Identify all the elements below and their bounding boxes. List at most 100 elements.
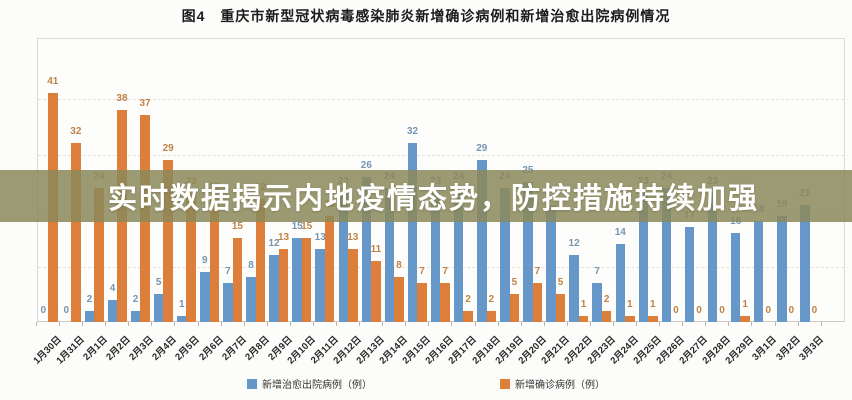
bar-value-label: 4 xyxy=(109,282,116,294)
bar-value-label: 1 xyxy=(178,299,185,311)
axis-tick xyxy=(820,322,822,326)
bar xyxy=(269,254,279,322)
bar-value-label: 13 xyxy=(277,232,290,244)
bar xyxy=(163,159,173,322)
bar xyxy=(523,182,533,322)
axis-tick xyxy=(197,322,199,326)
bar-value-label: 13 xyxy=(347,232,359,244)
bar xyxy=(223,282,233,322)
axis-tick xyxy=(151,322,153,326)
axis-tick xyxy=(474,322,476,326)
axis-tick xyxy=(266,322,268,326)
bar-value-label: 5 xyxy=(557,277,564,289)
bar-value-label: 15 xyxy=(301,221,313,233)
bar-value-label: 12 xyxy=(268,237,280,249)
bar xyxy=(130,310,141,322)
bar-value-label: 37 xyxy=(139,98,151,110)
bar-value-label: 7 xyxy=(534,265,541,277)
bar-value-label: 1 xyxy=(650,299,656,311)
axis-tick xyxy=(451,322,453,326)
bar xyxy=(777,215,787,322)
axis-tick xyxy=(543,322,545,326)
bar xyxy=(315,249,325,322)
bar xyxy=(107,299,118,322)
axis-tick xyxy=(682,322,684,326)
bar-value-label: 2 xyxy=(86,293,93,305)
axis-tick xyxy=(382,322,384,326)
axis-tick xyxy=(497,322,499,326)
bar-value-label: 0 xyxy=(719,305,725,316)
bar xyxy=(200,271,210,322)
bar xyxy=(71,143,81,322)
bar-value-label: 32 xyxy=(70,126,82,138)
axis-tick xyxy=(59,322,61,326)
bar xyxy=(500,187,510,322)
confirmed-legend-swatch xyxy=(500,378,510,389)
bar xyxy=(555,294,566,322)
bar-value-label: 2 xyxy=(488,293,495,305)
bar-value-label: 11 xyxy=(370,243,382,255)
axis-tick xyxy=(566,322,568,326)
axis-tick xyxy=(336,322,338,326)
bar xyxy=(477,159,487,322)
chart-legend: 新增治愈出院病例（例） 新增确诊病例（例） xyxy=(0,376,852,391)
bar-value-label: 12 xyxy=(568,237,580,249)
bar-value-label: 8 xyxy=(396,260,402,272)
confirmed-legend-label: 新增确诊病例（例） xyxy=(515,380,605,391)
bar xyxy=(440,282,450,322)
axis-tick xyxy=(659,322,661,326)
bar-value-label: 0 xyxy=(788,305,795,316)
bar xyxy=(338,193,349,322)
bar xyxy=(186,193,196,322)
bar-value-label: 29 xyxy=(162,142,174,154)
axis-tick xyxy=(589,322,591,326)
bar-value-label: 41 xyxy=(47,75,59,87)
bar xyxy=(292,238,302,322)
bar-value-label: 15 xyxy=(291,221,303,233)
axis-tick xyxy=(312,322,314,326)
axis-tick xyxy=(220,322,222,326)
bar xyxy=(246,277,256,322)
bar-value-label: 0 xyxy=(811,305,818,316)
bar xyxy=(394,277,404,322)
bar-value-label: 1 xyxy=(580,299,587,311)
bar-value-label: 15 xyxy=(231,221,243,233)
bar-value-label: 1 xyxy=(742,299,748,311)
bar xyxy=(684,226,695,322)
bar-value-label: 13 xyxy=(314,232,326,244)
chart-title: 图4 重庆市新型冠状病毒感染肺炎新增确诊病例和新增治愈出院病例情况 xyxy=(181,8,671,24)
axis-tick xyxy=(797,322,799,326)
bar xyxy=(209,199,220,322)
news-ticker-text: 实时数据揭示内地疫情态势，防控措施持续加强 xyxy=(108,183,760,215)
bar xyxy=(371,260,381,322)
bar xyxy=(324,215,335,322)
axis-tick xyxy=(243,322,245,326)
bar xyxy=(301,238,312,322)
axis-tick xyxy=(289,322,291,326)
cured-legend-label: 新增治愈出院病例（例） xyxy=(262,380,372,391)
bar xyxy=(84,310,95,322)
bar xyxy=(648,316,658,322)
axis-tick xyxy=(636,322,638,326)
axis-tick xyxy=(705,322,707,326)
bar xyxy=(361,176,372,322)
legend-item-confirmed: 新增确诊病例（例） xyxy=(500,376,605,391)
bar xyxy=(661,187,672,322)
axis-tick xyxy=(520,322,522,326)
bar-value-label: 2 xyxy=(465,293,471,305)
bar xyxy=(463,310,473,322)
axis-tick xyxy=(359,322,361,326)
bar-value-label: 9 xyxy=(202,254,208,266)
bar xyxy=(486,310,497,322)
bar xyxy=(707,193,718,322)
bar xyxy=(417,282,427,322)
bar xyxy=(601,310,612,322)
bar-value-label: 2 xyxy=(603,293,610,305)
bar xyxy=(546,204,556,322)
bar xyxy=(153,294,164,322)
bar xyxy=(255,199,266,322)
axis-tick xyxy=(174,322,176,326)
bar-value-label: 5 xyxy=(511,277,518,289)
axis-tick xyxy=(751,322,753,326)
